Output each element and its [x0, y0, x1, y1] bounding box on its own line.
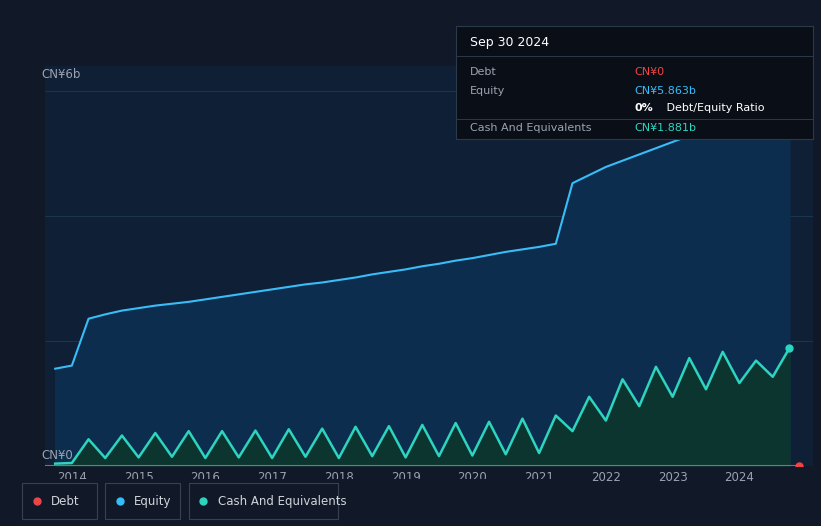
Text: CN¥6b: CN¥6b [41, 68, 80, 81]
Text: Cash And Equivalents: Cash And Equivalents [470, 123, 591, 133]
Text: Sep 30 2024: Sep 30 2024 [470, 36, 549, 48]
Text: CN¥1.881b: CN¥1.881b [635, 123, 696, 133]
Text: Equity: Equity [135, 494, 172, 508]
Text: 0%: 0% [635, 103, 653, 113]
Text: Cash And Equivalents: Cash And Equivalents [218, 494, 346, 508]
Text: Debt/Equity Ratio: Debt/Equity Ratio [663, 103, 764, 113]
Text: Debt: Debt [51, 494, 80, 508]
Text: CN¥0: CN¥0 [635, 66, 664, 77]
Text: CN¥0: CN¥0 [41, 449, 73, 461]
Text: Debt: Debt [470, 66, 497, 77]
Text: Equity: Equity [470, 86, 505, 96]
Text: CN¥5.863b: CN¥5.863b [635, 86, 696, 96]
